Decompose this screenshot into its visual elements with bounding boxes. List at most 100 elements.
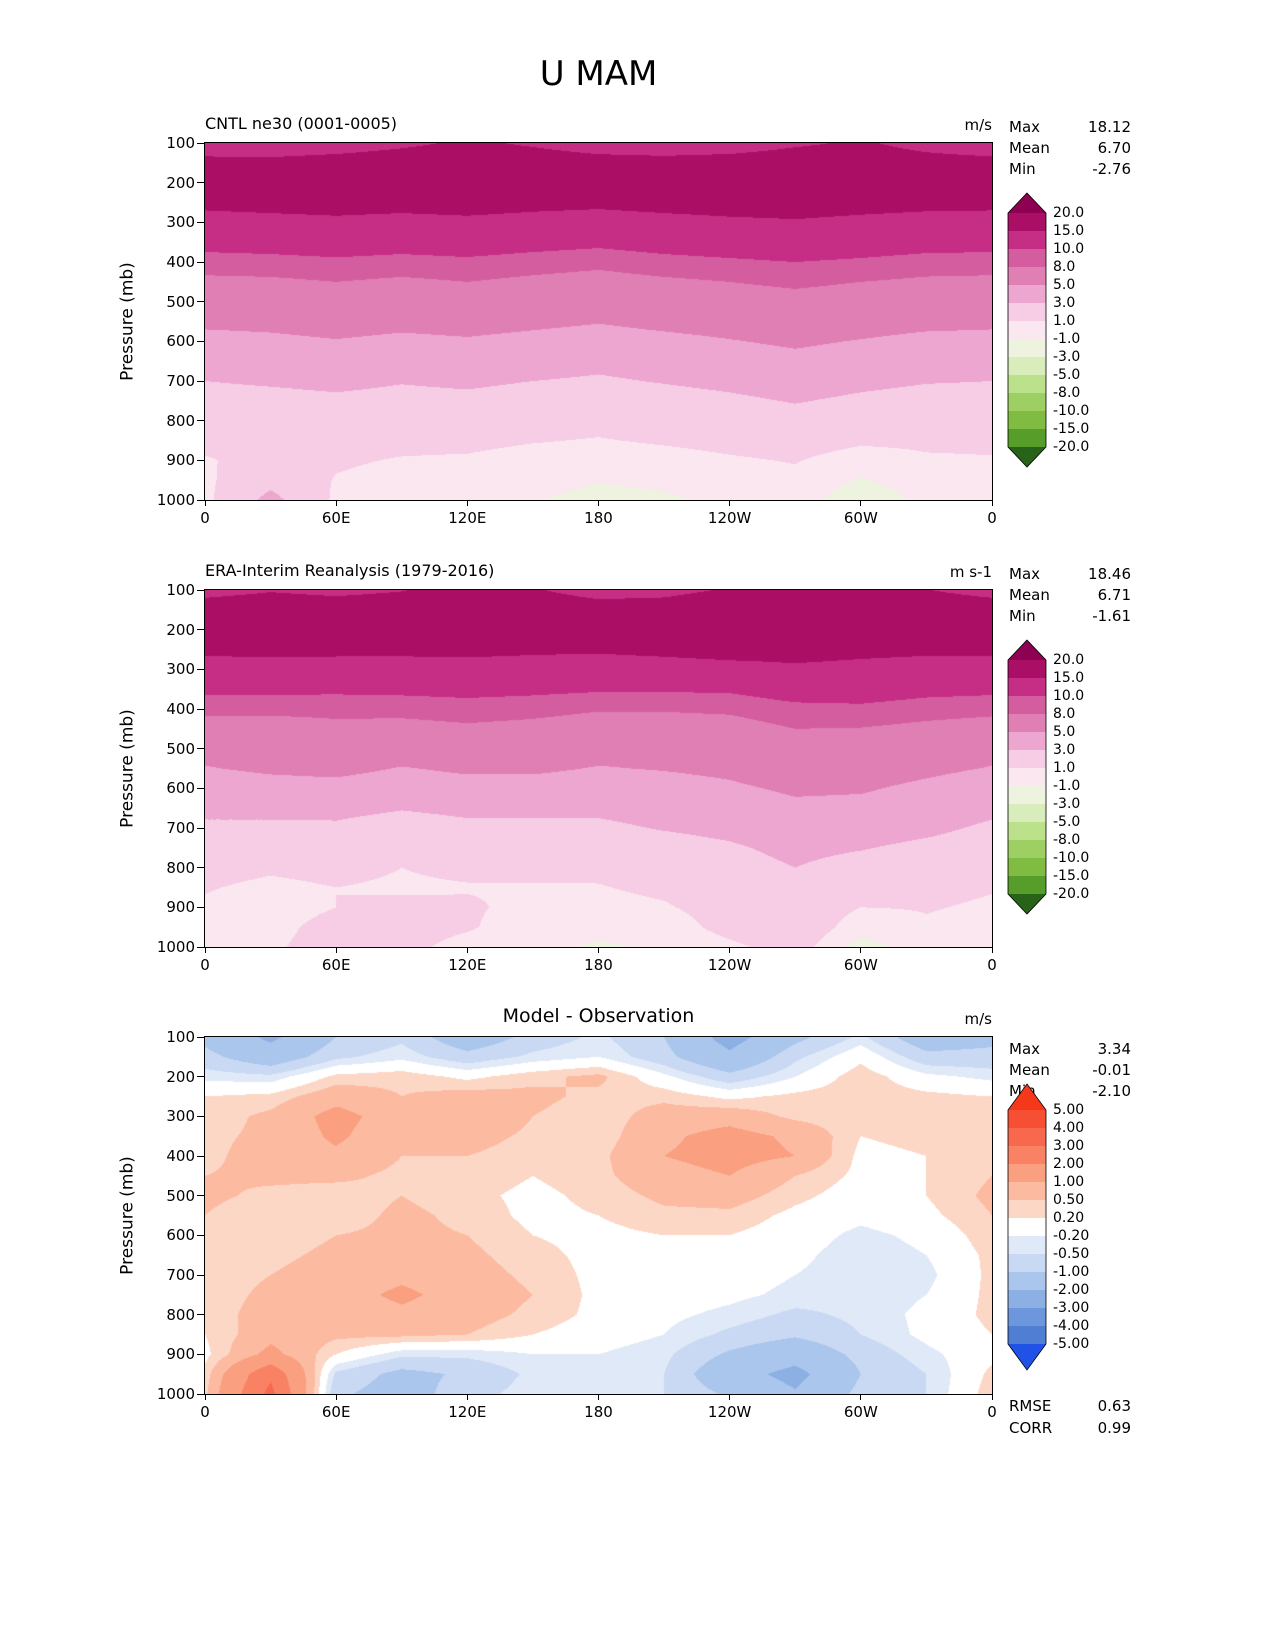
x-tick-mark [598,1394,599,1400]
x-tick-label: 0 [987,509,997,527]
colorbar-segment [1008,1326,1046,1344]
colorbar-tick-label: -20.0 [1053,439,1090,455]
x-tick-mark [991,500,993,506]
colorbar-segment [1008,375,1046,393]
colorbar-segment [1008,267,1046,285]
stat-rmse: RMSE 0.63 [1009,1395,1131,1417]
stat-mean: Mean 6.71 [1009,585,1131,606]
colorbar-outline [1007,639,1047,915]
stat-label: Min [1009,607,1036,625]
stat-value: 6.70 [1097,139,1131,157]
y-tick-mark [197,1155,204,1157]
x-tick-mark [729,1394,731,1400]
y-tick-label: 1000 [156,938,195,956]
x-tick-mark [598,500,599,506]
x-tick-mark [204,500,206,506]
colorbar-arrow-low [1008,1344,1046,1370]
colorbar-tick-label: -8.0 [1053,385,1081,401]
colorbar-tick-label: 3.00 [1053,1138,1085,1154]
colorbar-segment [1008,357,1046,375]
colorbar-tick-label: 4.00 [1053,1120,1085,1136]
x-tick-mark [991,947,993,953]
y-tick-mark [197,629,204,631]
x-tick-label: 180 [584,956,613,974]
y-tick-mark [197,420,204,422]
colorbar-segment [1008,213,1046,231]
stat-min: Min -1.61 [1009,606,1131,627]
y-tick-mark [197,1393,204,1395]
colorbar-segment [1008,321,1046,339]
y-tick-mark [197,1353,204,1355]
contour-plot-canvas [204,1036,993,1395]
y-tick-mark [197,946,204,948]
x-tick-mark [860,1394,862,1400]
panel-title: ERA-Interim Reanalysis (1979-2016) [205,561,495,580]
colorbar-segment [1008,1110,1046,1128]
y-tick-mark [197,1036,204,1038]
stat-value: 18.12 [1088,118,1131,136]
colorbar-tick-label: -3.0 [1053,796,1081,812]
y-tick-label: 300 [166,213,195,232]
x-tick-mark [466,500,468,506]
colorbar-tick-label: -0.50 [1053,1246,1090,1262]
stat-value: -1.61 [1092,607,1131,625]
colorbar-tick-label: 20.0 [1053,652,1085,668]
colorbar-tick-label: 3.0 [1053,295,1076,311]
x-tick-label: 0 [200,956,210,974]
y-tick-mark [197,1314,204,1316]
colorbar-segment [1008,1164,1046,1182]
colorbar-segment [1008,249,1046,267]
colorbar-tick-label: 20.0 [1053,205,1085,221]
colorbar-tick-label: 5.00 [1053,1102,1085,1118]
y-tick-label: 100 [166,581,195,599]
colorbar-tick-label: 8.0 [1053,259,1076,275]
y-tick-label: 500 [166,292,195,311]
colorbar-tick-label: 0.50 [1053,1192,1085,1208]
colorbar-segment [1008,1236,1046,1254]
y-tick-label: 800 [166,858,195,877]
y-tick-label: 600 [166,332,195,351]
x-tick-mark [204,947,206,953]
panel-title: Model - Observation [502,1005,695,1027]
colorbar-arrow-low [1008,447,1046,467]
colorbar-tick-label: -5.0 [1053,367,1081,383]
x-tick-label: 60E [321,956,351,974]
y-tick-label: 900 [166,1345,195,1364]
stat-label: Mean [1009,139,1050,157]
stat-max: Max 18.12 [1009,117,1131,138]
colorbar-tick-label: 3.0 [1053,742,1076,758]
y-tick-mark [197,748,204,750]
colorbar-segment [1008,678,1046,696]
y-tick-mark [197,261,204,263]
colorbar-segment [1008,1146,1046,1164]
panel-stats: Max 18.12 Mean 6.70 Min -2.76 [1009,117,1131,180]
colorbar-tick-label: -10.0 [1053,403,1090,419]
colorbar [1007,192,1047,468]
colorbar-tick-label: -1.00 [1053,1264,1090,1280]
colorbar-segment [1008,339,1046,357]
x-tick-mark [466,1394,468,1400]
colorbar-tick-label: -3.00 [1053,1300,1090,1316]
colorbar-segment [1008,1254,1046,1272]
y-tick-label: 300 [166,660,195,679]
colorbar-tick-label: -5.0 [1053,814,1081,830]
y-tick-mark [197,221,204,223]
colorbar-segment [1008,786,1046,804]
y-tick-label: 800 [166,411,195,430]
y-tick-mark [197,1234,204,1236]
stat-corr: CORR 0.99 [1009,1417,1131,1439]
colorbar-arrow-high [1008,1084,1046,1110]
colorbar-tick-label: 0.20 [1053,1210,1085,1226]
colorbar-tick-label: -10.0 [1053,850,1090,866]
panel-units: m s-1 [949,563,992,581]
colorbar-segment [1008,768,1046,786]
y-tick-mark [197,1274,204,1276]
colorbar-tick-label: -15.0 [1053,868,1090,884]
colorbar-tick-label: 10.0 [1053,241,1085,257]
y-tick-mark [197,787,204,789]
y-tick-mark [197,301,204,303]
stat-value: -2.10 [1092,1082,1131,1100]
y-tick-label: 500 [166,1186,195,1205]
colorbar-arrow-low [1008,894,1046,914]
